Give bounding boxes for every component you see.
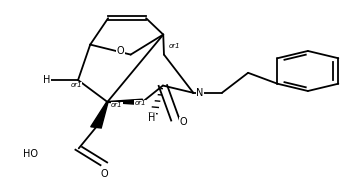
Polygon shape [91,102,108,128]
Text: O: O [180,117,187,127]
Text: H: H [149,113,156,123]
Text: HO: HO [23,149,38,159]
Polygon shape [107,99,142,105]
Text: or1: or1 [135,100,146,106]
Text: or1: or1 [169,43,180,49]
Text: or1: or1 [111,102,122,108]
Text: N: N [196,88,204,98]
Text: or1: or1 [71,82,82,88]
Text: H: H [43,75,50,85]
Text: O: O [100,169,108,179]
Text: O: O [117,46,125,56]
